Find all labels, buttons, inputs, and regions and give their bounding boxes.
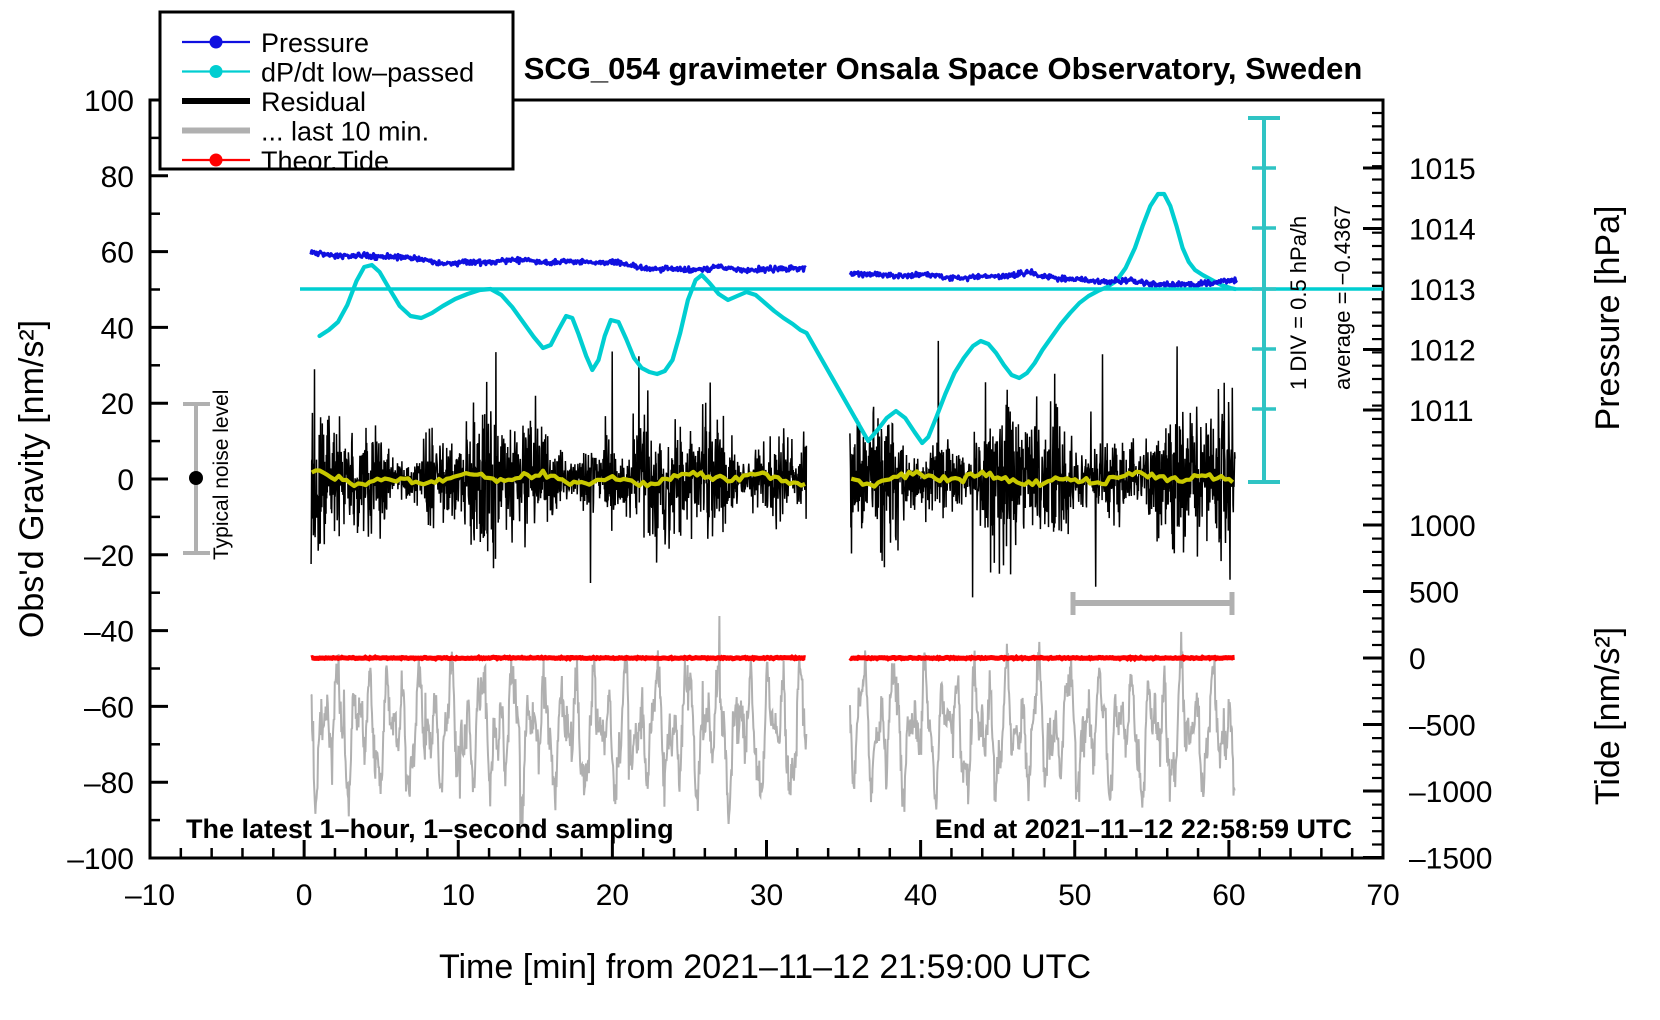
dpdt-scale-bar: [1248, 116, 1280, 484]
scale-bar-label: 1 DIV = 0.5 hPa/h: [1286, 216, 1311, 390]
tide-tick-label: –500: [1409, 710, 1476, 743]
y-axis-left-title: Obs'd Gravity [nm/s²]: [13, 320, 51, 638]
y-tick-label: 80: [101, 161, 134, 194]
average-label: average = −0.4367: [1330, 205, 1355, 390]
typical-noise-level-errorbar: [183, 402, 210, 555]
y-tick-label: –80: [84, 767, 134, 800]
tide-tick-label: –1000: [1409, 776, 1492, 809]
x-tick-label: 40: [904, 879, 937, 912]
typical-noise-level-label: Typical noise level: [210, 390, 233, 560]
legend-marker-dot: [209, 65, 223, 78]
y-tick-label: –20: [84, 540, 134, 573]
series-theor-tide: [310, 653, 1235, 663]
y-axis-right-minor-ticks: [1372, 111, 1383, 859]
y-axis-right-tide: 1000 500 0 –500 –1000 –1500: [1363, 510, 1492, 876]
y-axis-left: 100 80 60 40 20 0 –20 –40 –60 –80 –100: [67, 85, 168, 876]
last-10-min-trace: [310, 615, 1236, 833]
y-axis-right-pressure: 1015 1014 1013 1012 1011: [1363, 153, 1476, 428]
x-tick-label: 30: [750, 879, 783, 912]
pressure-tick-label: 1014: [1409, 214, 1476, 247]
x-tick-label: 0: [296, 879, 313, 912]
y-tick-label: –100: [67, 843, 134, 876]
y-tick-label: 60: [101, 237, 134, 270]
pressure-tick-label: 1012: [1409, 335, 1476, 368]
tide-tick-label: –1500: [1409, 843, 1492, 876]
x-axis-title: Time [min] from 2021–11–12 21:59:00 UTC: [439, 948, 1091, 986]
tide-tick-label: 0: [1409, 643, 1426, 676]
last-10-min-span-bar: [1070, 592, 1235, 615]
legend-marker-dot: [209, 153, 223, 167]
pressure-trace: [309, 249, 1239, 290]
x-tick-label: 50: [1058, 879, 1091, 912]
theor-tide-trace: [310, 653, 1235, 663]
legend-item-1[interactable]: dP/dt low–passed: [182, 58, 474, 88]
y-axis-right-bottom-title: Tide [nm/s²]: [1589, 627, 1627, 805]
y-axis-right-top-title: Pressure [hPa]: [1589, 206, 1627, 431]
y-tick-label: –60: [84, 691, 134, 724]
x-tick-label: –10: [125, 879, 175, 912]
legend-label: dP/dt low–passed: [261, 58, 474, 88]
chart-title: SCG_054 gravimeter Onsala Space Observat…: [524, 51, 1363, 86]
legend-label: Pressure: [261, 28, 369, 58]
pressure-tick-label: 1013: [1409, 274, 1476, 307]
legend-item-2[interactable]: Residual: [182, 87, 366, 117]
pressure-tick-label: 1011: [1409, 395, 1474, 428]
tide-tick-label: 500: [1409, 577, 1459, 610]
series-residual-smoothed: [310, 468, 1235, 489]
legend-item-0[interactable]: Pressure: [182, 28, 369, 58]
y-tick-label: 40: [101, 312, 134, 345]
legend-marker-dot: [209, 35, 223, 49]
series-last-10-min: [310, 615, 1236, 833]
x-tick-label: 20: [596, 879, 629, 912]
legend-label: ... last 10 min.: [261, 117, 429, 147]
sampling-note: The latest 1–hour, 1–second sampling: [186, 814, 674, 844]
x-tick-label: 60: [1212, 879, 1245, 912]
y-tick-label: 0: [117, 464, 134, 497]
x-axis: –10 0 10 20 30 40 50 60 70: [125, 840, 1400, 912]
legend-label: Residual: [261, 87, 366, 117]
legend-item-3[interactable]: ... last 10 min.: [182, 117, 429, 147]
y-tick-label: 100: [84, 85, 134, 118]
legend-item-4[interactable]: Theor.Tide: [182, 146, 389, 176]
x-tick-label: 10: [442, 879, 475, 912]
y-tick-label: 20: [101, 388, 134, 421]
series-pressure: [309, 249, 1239, 290]
pressure-tick-label: 1015: [1409, 153, 1476, 186]
y-tick-label: –40: [84, 616, 134, 649]
residual-smoothed-trace: [310, 468, 1235, 489]
x-tick-label: 70: [1366, 879, 1399, 912]
end-note: End at 2021–11–12 22:58:59 UTC: [935, 814, 1352, 844]
tide-tick-label: 1000: [1409, 510, 1476, 543]
legend-label: Theor.Tide: [261, 146, 389, 176]
